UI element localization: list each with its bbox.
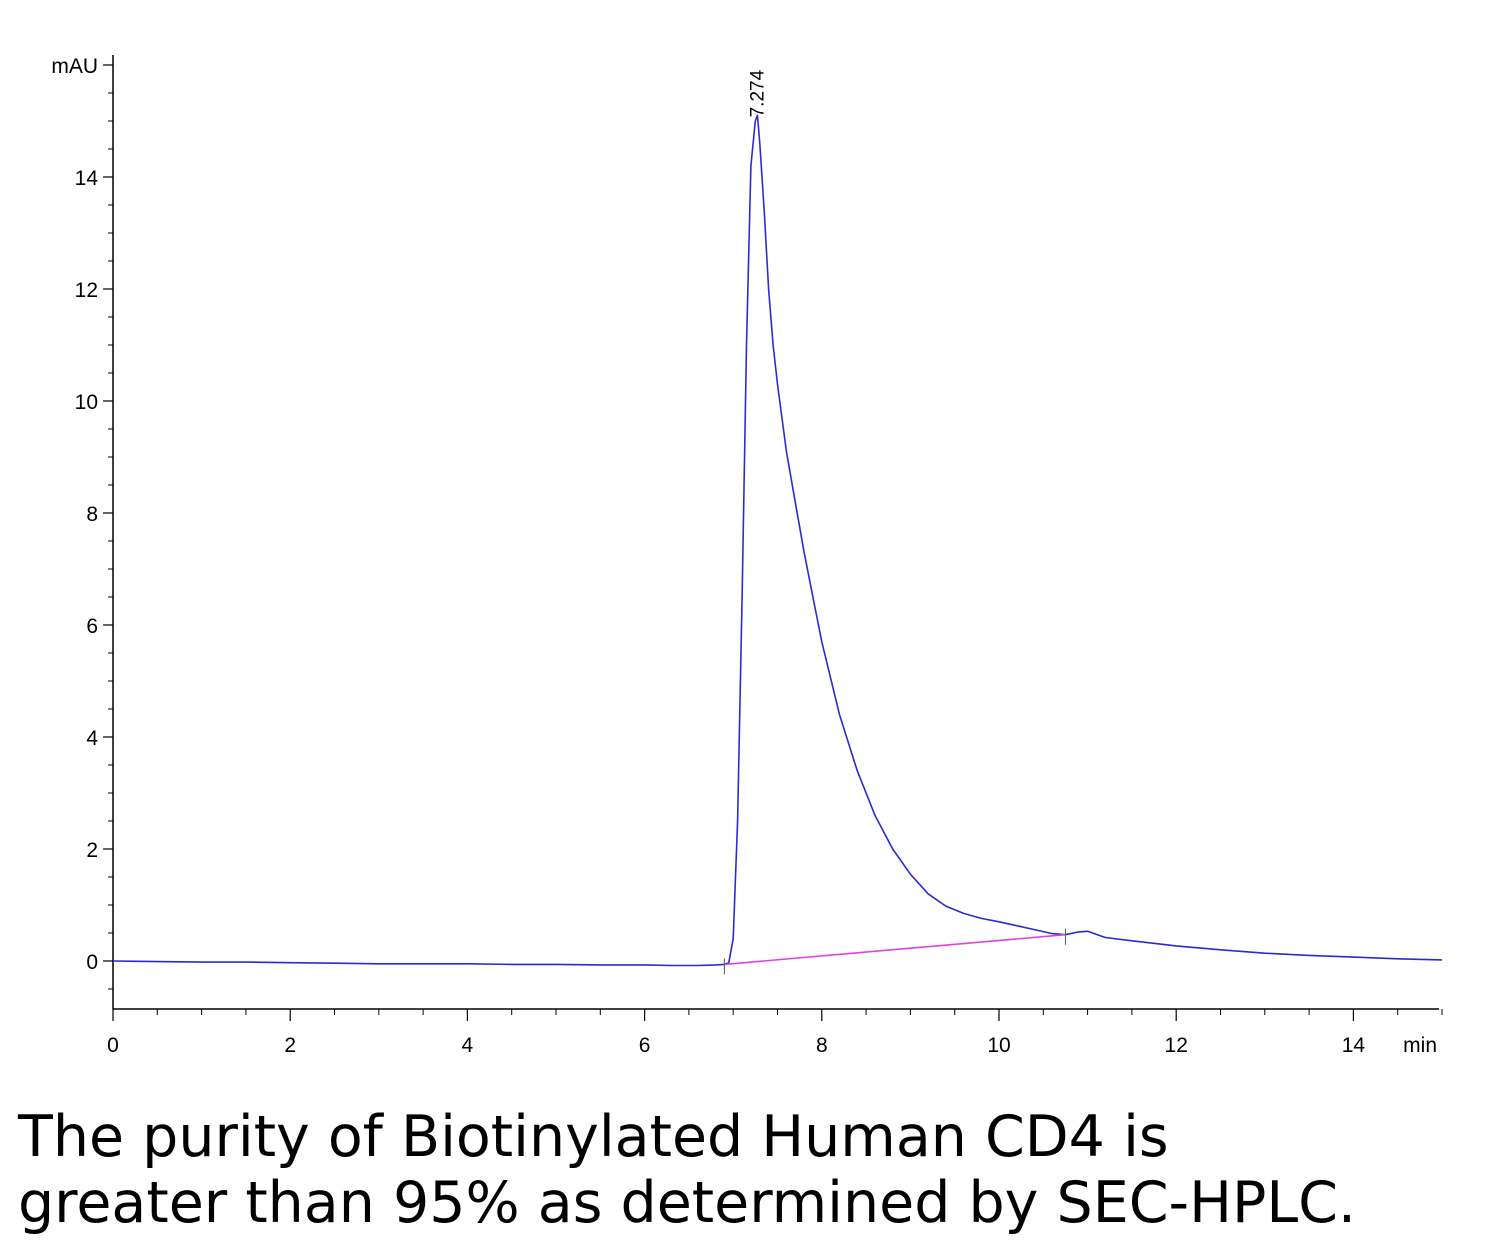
x-tick-label: 14 (1342, 1034, 1366, 1057)
plot-area (112, 114, 1443, 975)
annotations: 7.274 (747, 69, 768, 117)
x-axis-title: min (1403, 1034, 1437, 1057)
caption-line-1: The purity of Biotinylated Human CD4 is (18, 1104, 1169, 1170)
y-axis-title: mAU (51, 55, 98, 78)
y-tick-label: 10 (75, 391, 98, 414)
integration-baseline (724, 933, 1066, 966)
x-tick-label: 4 (462, 1034, 474, 1057)
figure-caption: The purity of Biotinylated Human CD4 is … (18, 1104, 1488, 1236)
x-tick-label: 10 (987, 1034, 1010, 1057)
caption-line-2: greater than 95% as determined by SEC-HP… (18, 1170, 1356, 1236)
chromatogram-svg: 0 2 4 6 8 10 12 14 mAU 0 2 4 6 8 10 12 14 min 7.274 (51, 55, 1443, 1057)
peak-label: 7.274 (747, 69, 768, 117)
x-tick-label: 12 (1165, 1034, 1188, 1057)
y-tick-label: 0 (86, 951, 98, 974)
x-tick-label: 2 (284, 1034, 296, 1057)
y-tick-label: 2 (86, 839, 98, 862)
y-tick-label: 4 (86, 727, 98, 750)
axes: 0 2 4 6 8 10 12 14 mAU 0 2 4 6 8 10 12 14 min (51, 55, 1443, 1057)
x-tick-label: 8 (816, 1034, 828, 1057)
chromatogram-trace (112, 114, 1443, 967)
y-tick-label: 12 (75, 279, 98, 302)
x-tick-label: 0 (107, 1034, 119, 1057)
y-tick-label: 8 (86, 503, 98, 526)
chromatogram-chart: 0 2 4 6 8 10 12 14 mAU 0 2 4 6 8 10 12 14 min 7.274 (51, 55, 1443, 1057)
x-tick-label: 6 (639, 1034, 651, 1057)
y-tick-label: 6 (86, 615, 98, 638)
y-tick-label: 14 (75, 167, 99, 190)
